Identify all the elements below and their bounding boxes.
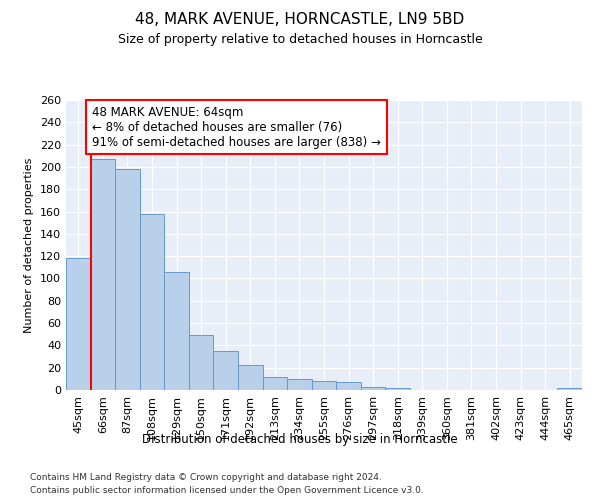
Bar: [66, 258, 91, 390]
Bar: [91, 159, 115, 390]
Text: Contains public sector information licensed under the Open Government Licence v3: Contains public sector information licen…: [30, 486, 424, 495]
Bar: [214, 351, 238, 390]
Bar: [238, 366, 263, 390]
Bar: [312, 381, 336, 390]
Bar: [164, 272, 189, 390]
Y-axis label: Number of detached properties: Number of detached properties: [25, 158, 34, 332]
Bar: [361, 386, 385, 390]
Bar: [263, 376, 287, 390]
Bar: [385, 388, 410, 390]
Text: 48, MARK AVENUE, HORNCASTLE, LN9 5BD: 48, MARK AVENUE, HORNCASTLE, LN9 5BD: [136, 12, 464, 28]
Text: Size of property relative to detached houses in Horncastle: Size of property relative to detached ho…: [118, 32, 482, 46]
Bar: [557, 388, 582, 390]
Text: 48 MARK AVENUE: 64sqm
← 8% of detached houses are smaller (76)
91% of semi-detac: 48 MARK AVENUE: 64sqm ← 8% of detached h…: [92, 106, 380, 148]
Bar: [140, 214, 164, 390]
Bar: [189, 336, 214, 390]
Text: Contains HM Land Registry data © Crown copyright and database right 2024.: Contains HM Land Registry data © Crown c…: [30, 472, 382, 482]
Bar: [336, 382, 361, 390]
Text: Distribution of detached houses by size in Horncastle: Distribution of detached houses by size …: [142, 432, 458, 446]
Bar: [287, 379, 312, 390]
Bar: [115, 169, 140, 390]
